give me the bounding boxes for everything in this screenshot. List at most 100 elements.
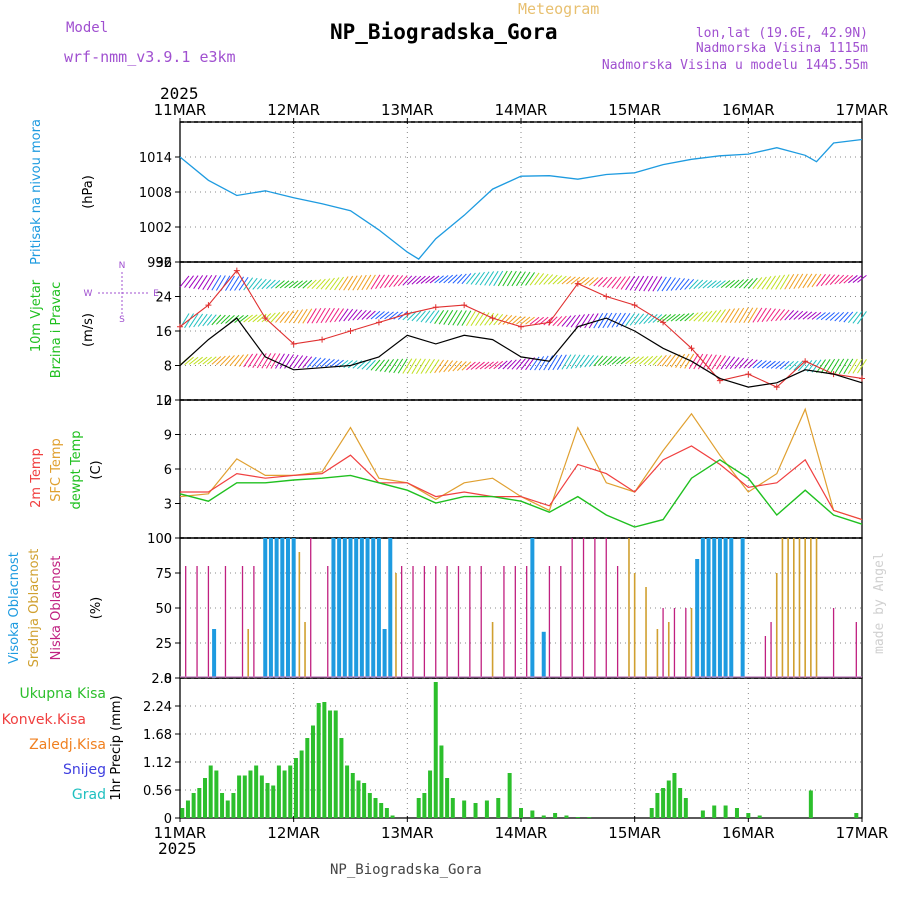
y-tick-label: 50: [155, 602, 172, 617]
wind-barb: [734, 357, 745, 369]
cloud-bar: [548, 566, 551, 678]
cloud-bar: [560, 566, 562, 678]
wind-barb: [729, 307, 740, 323]
cloud-bar: [469, 566, 471, 678]
precip-bar: [428, 770, 433, 818]
y-tick-label: 1008: [139, 186, 172, 201]
wind-barb: [693, 311, 704, 322]
wind-barb: [511, 358, 522, 370]
x-tick-label-top: 14MAR: [495, 101, 548, 119]
wind-barb: [616, 276, 626, 290]
x-tick-label-top: 17MAR: [836, 101, 889, 119]
wind-barb: [829, 358, 840, 374]
wind-barb: [816, 273, 826, 287]
wind-barb: [570, 276, 581, 285]
wind-gust-marker: [802, 358, 809, 365]
wind-barb: [825, 312, 835, 321]
wind-barb: [611, 312, 622, 328]
wind-barb: [425, 310, 435, 323]
precip-bar: [350, 773, 355, 818]
y-tick-label: 2.8: [151, 672, 172, 687]
wind-barb: [193, 275, 204, 289]
model-altitude-label: Nadmorska Visina u modelu 1445.55m: [601, 58, 868, 73]
wind-barb: [725, 356, 736, 370]
cloud-bar: [723, 538, 728, 678]
wind-barb: [297, 355, 308, 369]
cloud-bar: [212, 629, 217, 678]
wind-barb: [561, 354, 572, 370]
wind-barb: [211, 275, 222, 291]
precip-bar: [450, 798, 455, 818]
wind-barb: [434, 310, 445, 324]
wind-barb: [397, 358, 408, 374]
wind-barb: [420, 310, 431, 323]
wind-barb: [684, 278, 695, 290]
cloud-bar: [348, 538, 353, 678]
wind-barb: [452, 360, 463, 372]
wind-gust-marker: [631, 302, 638, 309]
wind-barb: [661, 276, 672, 292]
cloud-bar: [530, 538, 535, 678]
cloud-bar: [435, 566, 437, 678]
wind-barb: [666, 277, 676, 292]
wind-barb: [602, 276, 613, 288]
wind-gust-marker: [546, 319, 553, 326]
precip-bar: [345, 765, 350, 818]
cloud-bar: [712, 538, 717, 678]
wind-barb: [497, 270, 508, 287]
compass-east: E: [153, 289, 159, 299]
wind-barb: [666, 313, 676, 322]
wind-band-upper: [179, 270, 867, 292]
wind-barb: [707, 280, 717, 289]
precip-bar: [473, 803, 478, 818]
wind-barb: [329, 308, 340, 323]
wind-barb: [484, 361, 494, 370]
wind-barb: [302, 308, 313, 324]
wind-barb: [284, 280, 294, 289]
wind-barb: [352, 309, 363, 321]
wind-barb: [261, 279, 272, 290]
wind-barb: [411, 310, 422, 322]
wind-barb: [711, 309, 722, 323]
wind-barb: [775, 309, 786, 322]
wind-barb: [625, 356, 635, 365]
wind-barb: [793, 273, 804, 290]
wind-barb: [811, 311, 822, 320]
wind-barb: [834, 358, 845, 375]
x-tick-label-bottom: 12MAR: [267, 824, 320, 842]
precip-bar: [379, 803, 384, 818]
wind-barb: [356, 274, 367, 291]
cloud-bar: [764, 636, 767, 678]
wind-barb: [393, 275, 404, 287]
wind-barb: [761, 276, 772, 290]
wind-barb: [602, 355, 613, 366]
wind-barb: [584, 277, 594, 286]
low-cloud-axis-title: Niska Oblacnost: [49, 556, 64, 661]
wind-barb: [370, 359, 381, 371]
wind-barb: [757, 307, 767, 323]
wind-barb: [825, 274, 836, 286]
compass-west: W: [84, 289, 93, 299]
wind-barb: [843, 311, 854, 323]
wind-barb: [720, 308, 731, 323]
x-tick-label-bottom: 17MAR: [836, 824, 889, 842]
wind-barb: [266, 279, 276, 289]
cloud-bar: [371, 538, 376, 678]
wind-barb: [738, 358, 749, 369]
wind-barb: [620, 312, 631, 327]
wind-barb: [325, 277, 335, 290]
precip-bar: [854, 813, 859, 818]
wind-barb: [343, 360, 353, 368]
y-tick-label: 0.56: [143, 784, 172, 799]
wind-barb: [788, 360, 799, 371]
wind-barb: [538, 273, 549, 285]
wind-barb: [616, 356, 626, 365]
cloud-bar: [667, 622, 670, 678]
cloud-bar: [706, 538, 711, 678]
wind-barb: [206, 275, 217, 291]
wind-barb: [229, 276, 240, 291]
wind-barb: [506, 270, 517, 287]
wind-barb: [466, 272, 476, 285]
precip-bar: [564, 815, 569, 818]
precip-bar: [237, 775, 242, 818]
